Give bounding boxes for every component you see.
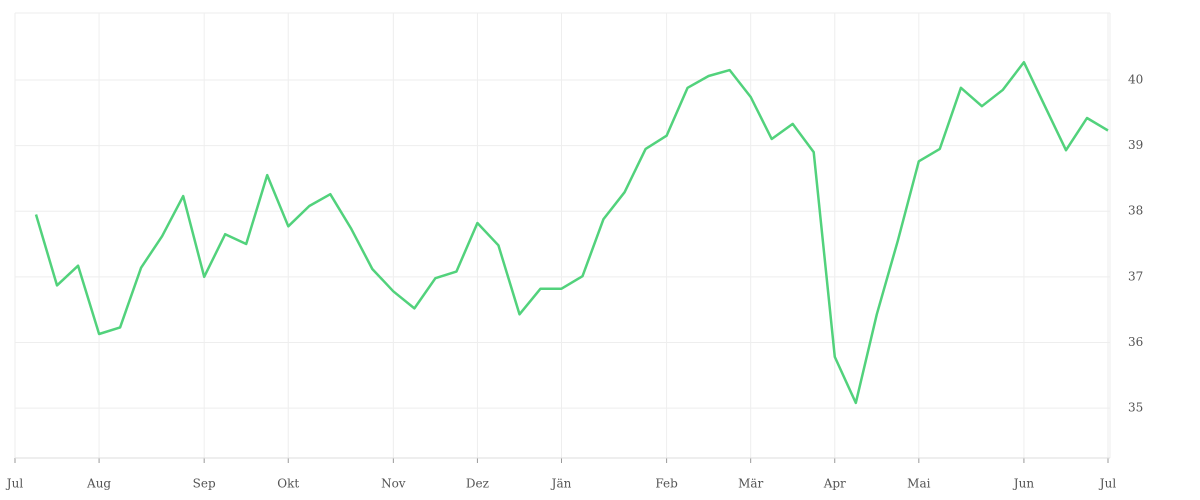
x-tick-label: Nov	[381, 477, 406, 491]
x-tick-label: Jul	[1098, 477, 1117, 491]
x-tick-label: Mär	[738, 477, 763, 491]
x-tick-label: Aug	[86, 477, 111, 491]
line-series	[34, 60, 1109, 405]
x-tick-label: Jul	[5, 477, 24, 491]
y-tick-label: 38	[1128, 204, 1143, 218]
x-tick-label: Dez	[466, 477, 489, 491]
x-tick-label: Sep	[193, 477, 216, 491]
x-tick-label: Jun	[1012, 477, 1035, 491]
x-tick-label: Jän	[550, 477, 572, 491]
y-tick-label: 40	[1128, 72, 1143, 86]
x-tick-label: Feb	[655, 477, 678, 491]
y-tick-label: 35	[1128, 401, 1143, 415]
y-tick-label: 37	[1128, 269, 1143, 283]
x-tick-label: Apr	[823, 477, 846, 491]
y-tick-label: 39	[1128, 138, 1143, 152]
x-tick-label: Mai	[907, 477, 930, 491]
y-tick-label: 36	[1128, 335, 1143, 349]
x-tick-label: Okt	[277, 477, 299, 491]
